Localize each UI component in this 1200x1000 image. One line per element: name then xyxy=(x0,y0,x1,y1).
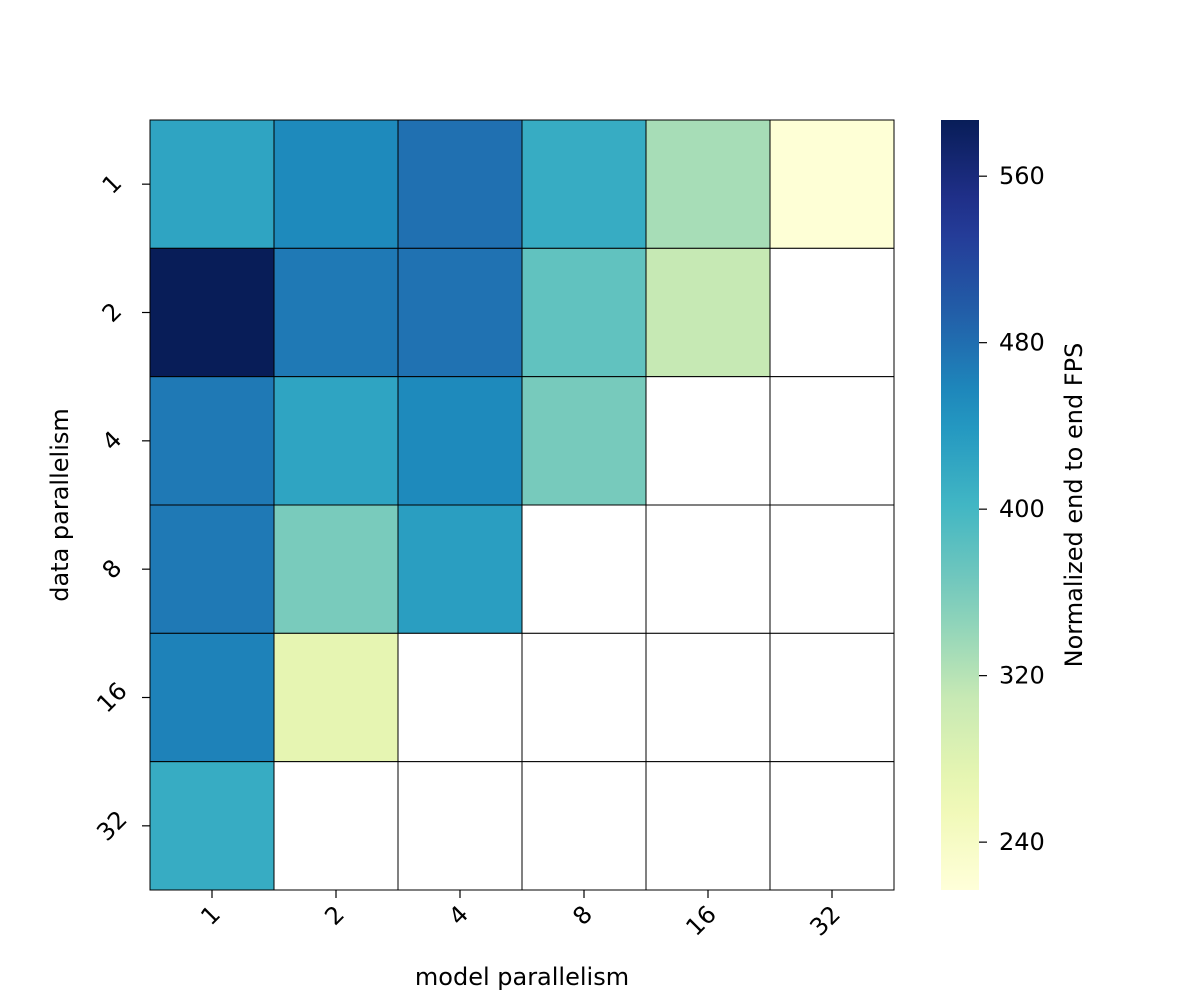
x-tick-label: 2 xyxy=(319,900,350,931)
x-axis-label: model parallelism xyxy=(415,963,629,991)
colorbar-tick-label: 400 xyxy=(999,495,1045,523)
heatmap-cell xyxy=(273,632,399,763)
y-tick-label: 4 xyxy=(97,426,128,457)
heatmap-cell xyxy=(273,119,399,249)
heatmap-cell xyxy=(273,247,399,378)
heatmap-cell xyxy=(645,632,771,763)
x-axis-ticks: 1 2 4 8 16 32 xyxy=(195,890,846,941)
heatmap-cell xyxy=(397,504,523,634)
colorbar-tick-label: 240 xyxy=(999,828,1045,856)
heatmap-cell xyxy=(521,632,647,763)
heatmap-cell xyxy=(149,119,275,249)
x-tick-label: 8 xyxy=(567,900,598,931)
heatmap-cell xyxy=(149,761,275,891)
heatmap-cell xyxy=(645,761,771,891)
heatmap-cell xyxy=(769,376,895,506)
heatmap-cell xyxy=(149,504,275,634)
heatmap-cell xyxy=(149,376,275,506)
heatmap-cell xyxy=(397,247,523,378)
heatmap-cell xyxy=(521,119,647,249)
y-tick-label: 2 xyxy=(97,297,128,328)
heatmap-cell xyxy=(273,376,399,506)
colorbar-ticks: 240 320 400 480 560 xyxy=(979,162,1045,856)
heatmap-cell xyxy=(149,632,275,763)
heatmap-cell xyxy=(769,247,895,378)
heatmap-cell xyxy=(397,632,523,763)
heatmap-cell xyxy=(645,247,771,378)
heatmap-cell xyxy=(521,376,647,506)
colorbar-tick-label: 320 xyxy=(999,662,1045,690)
heatmap-cell xyxy=(273,761,399,891)
heatmap-cell xyxy=(397,761,523,891)
heatmap-cell xyxy=(397,376,523,506)
colorbar-tick-label: 560 xyxy=(999,162,1045,190)
heatmap-cell xyxy=(149,247,275,378)
colorbar-label: Normalized end to end FPS xyxy=(1060,343,1088,668)
heatmap-cell xyxy=(521,247,647,378)
heatmap-cell xyxy=(273,504,399,634)
y-axis-label: data parallelism xyxy=(46,408,74,602)
heatmap-cell xyxy=(769,119,895,249)
heatmap-cell xyxy=(645,119,771,249)
plot-frame xyxy=(149,119,895,891)
heatmap-cells xyxy=(149,119,895,891)
y-tick-label: 16 xyxy=(91,677,132,718)
heatmap-cell xyxy=(769,632,895,763)
y-tick-label: 32 xyxy=(91,805,132,846)
colorbar xyxy=(941,120,979,890)
x-tick-label: 16 xyxy=(681,900,722,941)
colorbar-tick-label: 480 xyxy=(999,329,1045,357)
y-tick-label: 1 xyxy=(97,169,128,200)
heatmap-cell xyxy=(521,504,647,634)
x-tick-label: 32 xyxy=(805,900,846,941)
heatmap-cell xyxy=(397,119,523,249)
heatmap-cell xyxy=(645,504,771,634)
heatmap-cell xyxy=(769,504,895,634)
x-tick-label: 4 xyxy=(443,900,474,931)
y-axis-ticks: 1 2 4 8 16 32 xyxy=(91,169,150,847)
x-tick-label: 1 xyxy=(195,900,226,931)
heatmap-cell xyxy=(645,376,771,506)
heatmap-cell xyxy=(769,761,895,891)
heatmap-cell xyxy=(521,761,647,891)
y-tick-label: 8 xyxy=(97,554,128,585)
